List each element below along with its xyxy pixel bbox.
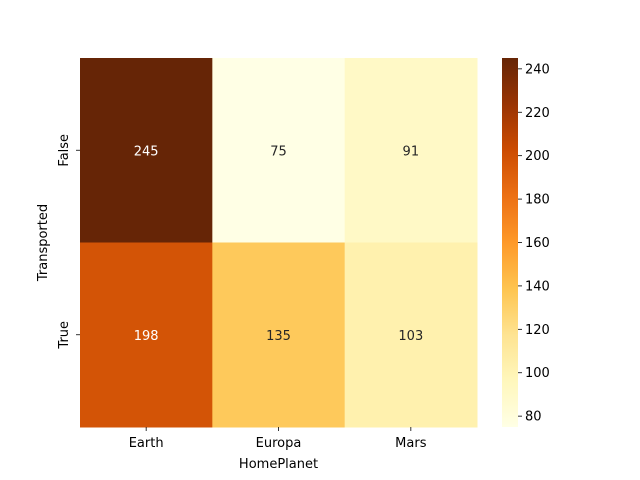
cell-value-label: 245	[134, 144, 159, 159]
heatmap-cell	[212, 58, 346, 243]
colorbar-tick-label: 220	[525, 106, 550, 121]
colorbar-tick-label: 160	[525, 236, 550, 251]
cell-value-label: 103	[398, 329, 423, 344]
colorbar-tick-label: 180	[525, 193, 550, 208]
colorbar-tick-label: 120	[525, 323, 550, 338]
y-tick-label: True	[57, 321, 72, 350]
heatmap-cell	[212, 242, 346, 428]
colorbar-tick-label: 200	[525, 149, 550, 164]
x-tick-label: Mars	[395, 436, 427, 451]
heatmap-cell	[344, 242, 478, 428]
y-axis-label: Transported	[36, 204, 51, 282]
heatmap-cells	[80, 58, 478, 428]
x-tick-label: Europa	[256, 436, 302, 451]
heatmap-cell-labels: 245 75 91 198 135 103	[134, 144, 423, 344]
colorbar-tick-label: 140	[525, 279, 550, 294]
heatmap-cell	[80, 242, 213, 428]
y-tick-label: False	[57, 134, 72, 167]
x-axis-label: HomePlanet	[239, 457, 318, 472]
heatmap-cell	[80, 58, 213, 243]
x-tick-label: Earth	[129, 436, 164, 451]
colorbar-tick-label: 240	[525, 62, 550, 77]
colorbar	[502, 58, 518, 427]
cell-value-label: 198	[134, 329, 159, 344]
x-axis-ticks: Earth Europa Mars	[129, 427, 427, 451]
cell-value-label: 75	[270, 144, 287, 159]
colorbar-tick-label: 80	[525, 410, 542, 425]
y-axis-ticks: False True	[57, 134, 80, 350]
colorbar-ticks: 80 100 120 140 160 180 200 220 240	[518, 62, 550, 425]
colorbar-tick-label: 100	[525, 366, 550, 381]
cell-value-label: 91	[403, 144, 420, 159]
heatmap-cell	[344, 58, 478, 243]
cell-value-label: 135	[266, 329, 291, 344]
